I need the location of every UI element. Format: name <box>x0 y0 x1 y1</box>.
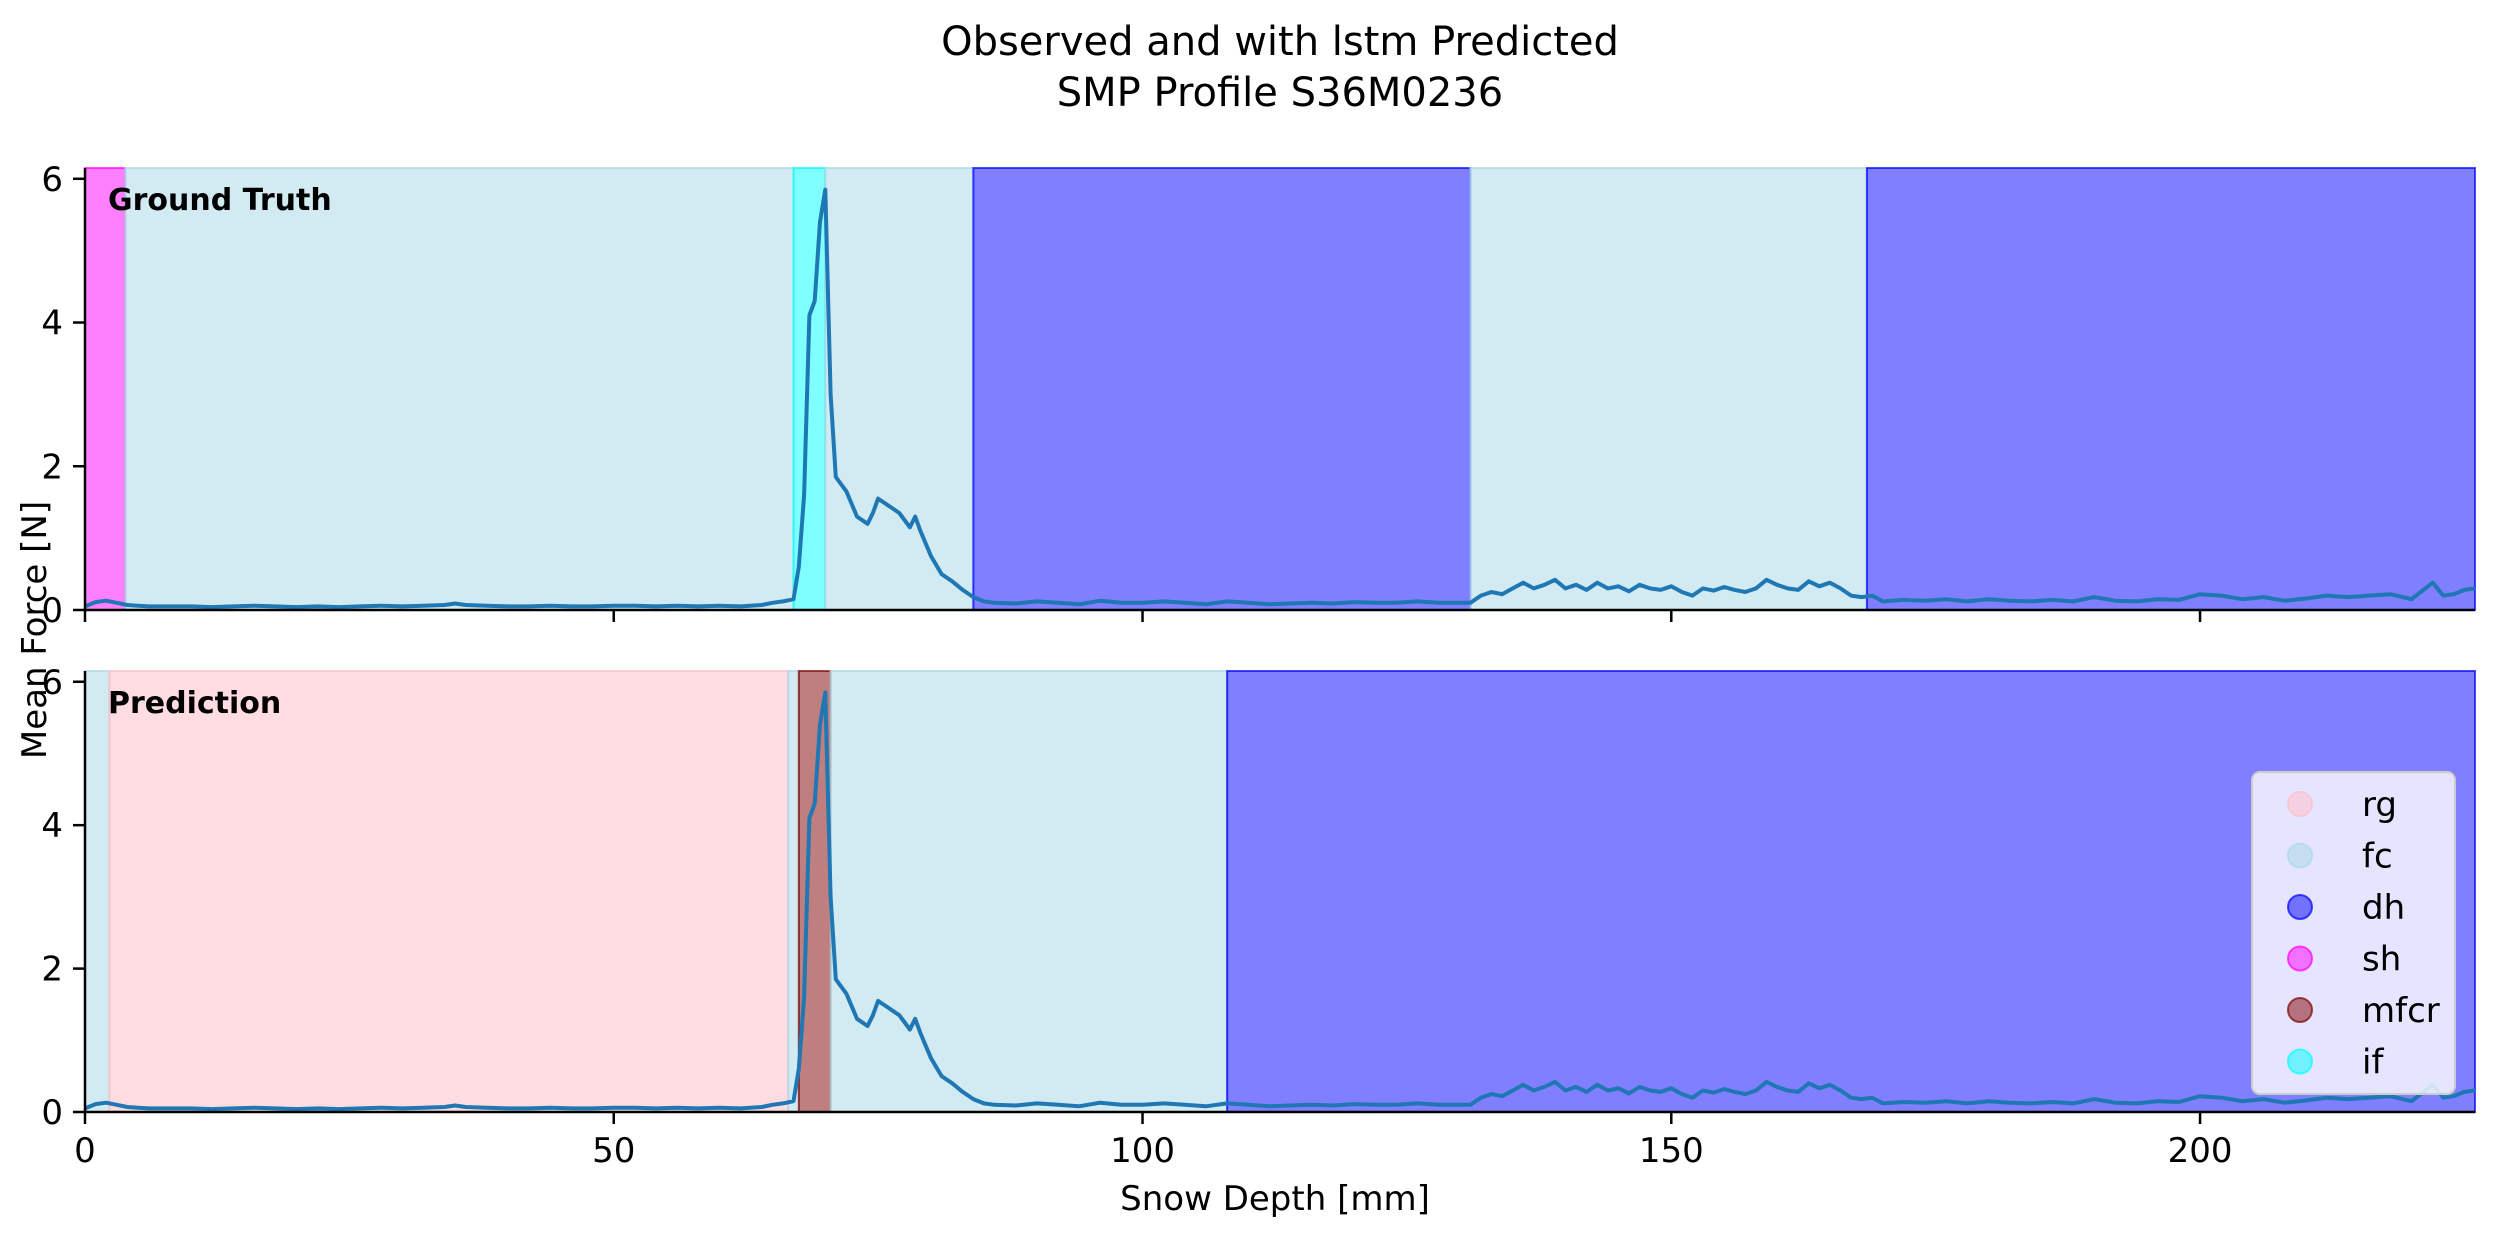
layer-span-fc <box>787 670 800 1113</box>
legend-marker <box>2287 945 2313 972</box>
panel-0: 0 2 4 6 Ground Truth <box>41 160 2476 631</box>
layer-span-fc <box>124 167 795 611</box>
chart-title-line2: SMP Profile S36M0236 <box>1057 70 1503 116</box>
x-tick-label: 0 <box>74 1131 96 1171</box>
layer-span-fc <box>1469 167 1868 611</box>
layer-span-rg <box>108 670 790 1113</box>
legend-label: sh <box>2362 940 2401 980</box>
y-tick-label: 0 <box>41 591 63 631</box>
legend-label: fc <box>2362 837 2393 877</box>
layer-span-fc <box>84 670 111 1113</box>
x-tick-label: 100 <box>1110 1131 1175 1171</box>
legend-item-sh: sh <box>2287 940 2401 980</box>
force-line <box>84 187 2476 610</box>
legend-marker <box>2287 842 2313 869</box>
panel-1: 0 2 4 6 0 50 100 150 200 Prediction <box>41 663 2476 1171</box>
legend-item-mfcr: mfcr <box>2287 991 2440 1031</box>
legend-marker <box>2287 791 2313 817</box>
layer-span-sh <box>84 167 127 611</box>
legend-label: if <box>2362 1043 2384 1083</box>
y-axis-label: Mean Force [N] <box>15 501 55 759</box>
legend-item-rg: rg <box>2287 785 2397 825</box>
y-tick-label: 2 <box>41 950 63 990</box>
layer-span-dh <box>1865 167 2476 611</box>
x-axis-label: Snow Depth [mm] <box>1120 1179 1430 1219</box>
layer-span-fc <box>824 167 975 611</box>
y-tick-label: 4 <box>41 806 63 846</box>
y-tick-label: 4 <box>41 304 63 344</box>
layer-span-fc <box>829 670 1229 1113</box>
y-tick-label: 2 <box>41 447 63 487</box>
panel-label: Ground Truth <box>108 183 332 218</box>
force-line <box>84 690 2476 1112</box>
legend-item-fc: fc <box>2287 837 2393 877</box>
y-tick-label: 0 <box>41 1093 63 1133</box>
legend-marker <box>2287 894 2313 920</box>
legend-label: mfcr <box>2362 991 2440 1031</box>
x-tick-label: 150 <box>1639 1131 1704 1171</box>
legend-label: dh <box>2362 888 2405 928</box>
x-tick-label: 50 <box>592 1131 635 1171</box>
x-tick-label: 200 <box>2168 1131 2233 1171</box>
y-tick-label: 6 <box>41 160 63 200</box>
y-tick-label: 6 <box>41 663 63 703</box>
chart-title-line1: Observed and with lstm Predicted <box>941 19 1619 65</box>
legend-item-if: if <box>2287 1043 2384 1083</box>
legend: rg fc dh sh mfcr if <box>2251 771 2456 1095</box>
layer-span-dh <box>972 167 1472 611</box>
legend-box <box>2251 771 2456 1095</box>
legend-label: rg <box>2362 785 2397 825</box>
panel-label: Prediction <box>108 686 281 721</box>
legend-marker <box>2287 997 2313 1023</box>
legend-marker <box>2287 1048 2313 1075</box>
panels-group: 0 2 4 6 Ground Truth 0 2 4 6 0 50 100 150 200 Predicti… <box>41 160 2476 1171</box>
legend-item-dh: dh <box>2287 888 2405 928</box>
